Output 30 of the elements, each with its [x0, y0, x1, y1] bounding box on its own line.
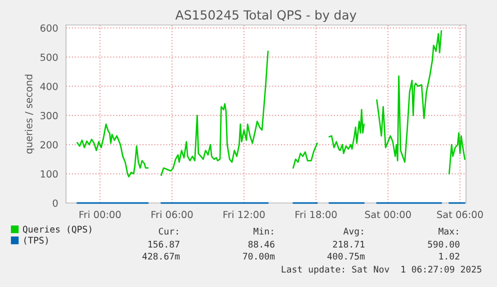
y-tick-label: 400	[40, 82, 58, 90]
x-tick-label: Sat 06:00	[437, 210, 483, 218]
y-tick-label: 100	[40, 170, 58, 178]
x-tick-label: Fri 12:00	[224, 210, 265, 218]
x-tick-label: Fri 00:00	[80, 210, 121, 218]
y-tick-label: 0	[52, 199, 58, 207]
legend-label: (TPS)	[24, 236, 48, 245]
y-tick-label: 200	[40, 141, 58, 148]
text: 590.00	[428, 240, 460, 248]
text: Avg:	[343, 228, 363, 236]
text: 70.00m	[243, 252, 275, 260]
text: 88.46	[248, 240, 274, 248]
y-tick-label: 600	[40, 24, 58, 32]
text: 218.71	[333, 240, 364, 248]
text: 400.75m	[327, 252, 365, 260]
y-tick-label: 300	[40, 112, 58, 120]
x-tick-label: Fri 06:00	[152, 210, 193, 218]
legend-label: Queries (QPS)	[22, 226, 92, 234]
x-tick-label: Sat 00:00	[365, 210, 411, 218]
text: Last update: Sat Nov 1 06:27:09 2025	[282, 266, 482, 274]
text: 1.02	[439, 252, 460, 260]
text: 428.67m	[142, 252, 180, 260]
y-tick-label: 500	[40, 54, 58, 61]
text: Cur:	[158, 228, 178, 235]
y-axis-title: queries / second	[24, 74, 34, 154]
text: Max:	[438, 228, 458, 235]
chart-title: AS150245 Total QPS - by day	[175, 10, 356, 22]
x-tick-label: Fri 18:00	[296, 210, 337, 218]
text: 156.87	[148, 240, 180, 248]
text: Min:	[254, 228, 273, 235]
